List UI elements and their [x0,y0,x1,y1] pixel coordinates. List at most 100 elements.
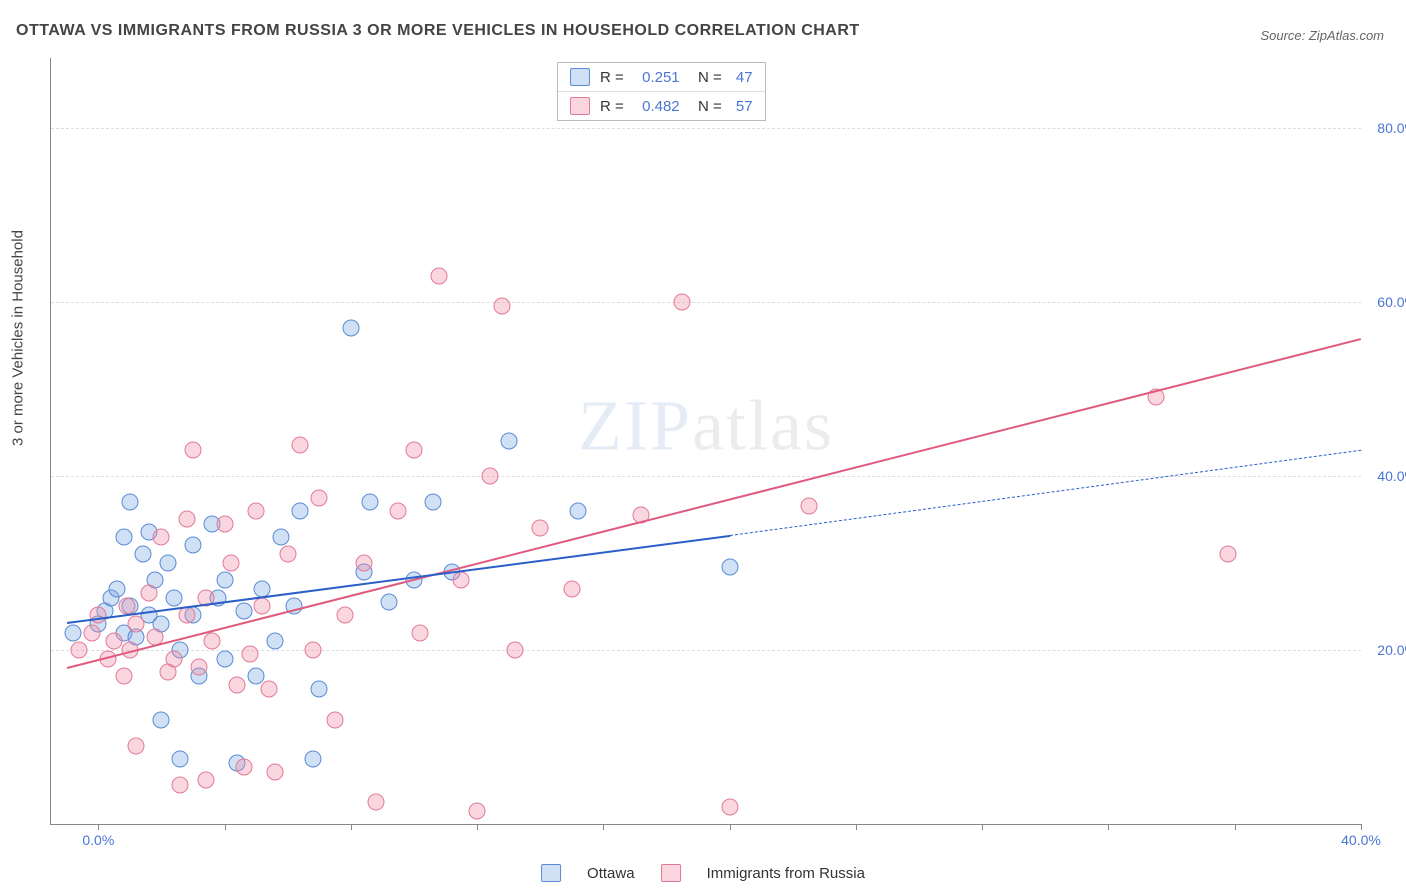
data-point [674,293,691,310]
x-tick-label: 40.0% [1341,832,1381,848]
data-point [153,711,170,728]
data-point [292,502,309,519]
data-point [570,502,587,519]
data-point [431,267,448,284]
legend-label-2: Immigrants from Russia [707,865,865,882]
trend-line [67,535,730,624]
y-tick-label: 20.0% [1377,642,1406,658]
data-point [311,681,328,698]
trend-line [730,450,1361,536]
watermark: ZIPatlas [578,384,834,467]
x-tick [351,824,352,830]
data-point [469,802,486,819]
legend-label-1: Ottawa [587,865,635,882]
data-point [106,633,123,650]
data-point [235,759,252,776]
y-tick-label: 60.0% [1377,294,1406,310]
series-legend: Ottawa Immigrants from Russia [541,864,865,882]
x-tick [603,824,604,830]
data-point [178,511,195,528]
data-point [65,624,82,641]
data-point [197,772,214,789]
data-point [235,602,252,619]
data-point [115,528,132,545]
data-point [406,441,423,458]
data-point [248,502,265,519]
data-point [305,750,322,767]
y-tick-label: 80.0% [1377,120,1406,136]
x-tick [1235,824,1236,830]
data-point [178,607,195,624]
x-tick [730,824,731,830]
data-point [185,441,202,458]
data-point [71,641,88,658]
scatter-plot-area: ZIPatlas R = 0.251 N = 47 R = 0.482 N = … [50,58,1361,825]
x-tick [477,824,478,830]
data-point [128,615,145,632]
data-point [361,493,378,510]
data-point [166,650,183,667]
y-axis-title: 3 or more Vehicles in Household [10,230,27,446]
data-point [185,537,202,554]
data-point [355,554,372,571]
data-point [159,554,176,571]
data-point [507,641,524,658]
data-point [721,798,738,815]
x-tick [982,824,983,830]
data-point [267,633,284,650]
data-point [140,585,157,602]
data-point [166,589,183,606]
data-point [311,489,328,506]
data-point [172,750,189,767]
x-tick [856,824,857,830]
data-point [721,559,738,576]
data-point [1220,546,1237,563]
data-point [216,650,233,667]
data-point [216,515,233,532]
data-point [121,493,138,510]
data-point [260,681,277,698]
data-point [128,737,145,754]
data-point [115,668,132,685]
data-point [273,528,290,545]
x-tick [1108,824,1109,830]
x-tick-label: 0.0% [82,832,114,848]
data-point [241,646,258,663]
data-point [368,794,385,811]
data-point [191,659,208,676]
stats-row-1: R = 0.251 N = 47 [558,63,765,92]
data-point [216,572,233,589]
data-point [532,520,549,537]
x-tick [225,824,226,830]
data-point [222,554,239,571]
gridline [51,302,1361,303]
data-point [424,493,441,510]
stats-row-2: R = 0.482 N = 57 [558,92,765,120]
data-point [109,580,126,597]
data-point [267,763,284,780]
data-point [254,598,271,615]
data-point [153,528,170,545]
data-point [336,607,353,624]
data-point [380,594,397,611]
data-point [800,498,817,515]
data-point [412,624,429,641]
data-point [84,624,101,641]
data-point [134,546,151,563]
data-point [481,467,498,484]
x-tick [1361,824,1362,830]
data-point [279,546,296,563]
data-point [500,433,517,450]
data-point [494,298,511,315]
source-label: Source: ZipAtlas.com [1260,28,1384,43]
data-point [172,776,189,793]
gridline [51,128,1361,129]
data-point [342,319,359,336]
data-point [90,607,107,624]
data-point [305,641,322,658]
data-point [229,676,246,693]
data-point [327,711,344,728]
data-point [390,502,407,519]
data-point [203,633,220,650]
stats-legend-box: R = 0.251 N = 47 R = 0.482 N = 57 [557,62,766,121]
